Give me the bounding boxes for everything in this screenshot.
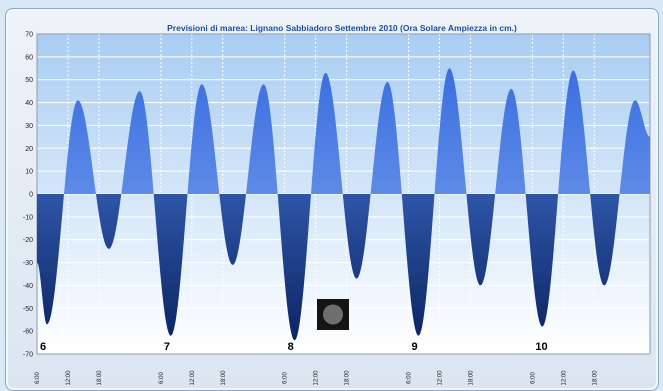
tide-area-negative bbox=[37, 194, 650, 341]
day-labels: 6 7 8 9 10 bbox=[40, 341, 548, 353]
x-tick-label: 18:00 bbox=[97, 370, 103, 386]
gray-circle-square-icon[interactable] bbox=[317, 299, 349, 330]
y-tick-label: 0 bbox=[29, 192, 33, 199]
y-tick-label: -10 bbox=[23, 214, 33, 221]
y-tick-label: -60 bbox=[23, 329, 33, 336]
y-tick-label: 40 bbox=[25, 100, 33, 107]
x-tick-label: 18:00 bbox=[468, 370, 474, 386]
day-label: 7 bbox=[164, 341, 170, 353]
x-tick-label: 6:00 bbox=[35, 372, 41, 384]
x-tick-label: 12:00 bbox=[66, 370, 72, 386]
x-axis: 6:00 12:00 18:00 6:00 12:00 18:00 6:00 12:00 18:… bbox=[35, 370, 598, 386]
y-tick-label: 50 bbox=[25, 77, 33, 84]
x-tick-label: 18:00 bbox=[345, 370, 351, 386]
y-tick-label: -50 bbox=[23, 306, 33, 313]
x-tick-label: 12:00 bbox=[190, 370, 196, 386]
tide-area-positive bbox=[37, 68, 650, 194]
x-tick-label: 6:00 bbox=[407, 372, 413, 384]
x-tick-label: 18:00 bbox=[592, 370, 598, 386]
y-tick-label: 70 bbox=[25, 32, 33, 39]
y-axis: -70 -60 -50 -40 -30 -20 -10 0 10 20 30 40 50 60 70 bbox=[23, 32, 33, 359]
x-tick-label: 12:00 bbox=[561, 370, 567, 386]
y-tick-label: -20 bbox=[23, 237, 33, 244]
day-label: 9 bbox=[412, 341, 418, 353]
y-tick-label: 10 bbox=[25, 169, 33, 176]
y-tick-label: -30 bbox=[23, 260, 33, 267]
x-tick-label: 18:00 bbox=[221, 370, 227, 386]
day-label: 8 bbox=[288, 341, 294, 353]
x-tick-label: 12:00 bbox=[314, 370, 320, 386]
x-tick-label: 6:00 bbox=[159, 372, 165, 384]
day-label: 10 bbox=[535, 341, 547, 353]
day-label: 6 bbox=[40, 341, 46, 353]
x-tick-label: 12:00 bbox=[437, 370, 443, 386]
x-tick-label: 6:00 bbox=[283, 372, 289, 384]
y-tick-label: 30 bbox=[25, 123, 33, 130]
y-tick-label: -40 bbox=[23, 283, 33, 290]
tide-series bbox=[37, 68, 650, 341]
y-tick-label: -70 bbox=[23, 352, 33, 359]
y-tick-label: 20 bbox=[25, 146, 33, 153]
x-tick-label: 6:00 bbox=[530, 372, 536, 384]
chart-title: Previsioni di marea: Lignano Sabbiadoro … bbox=[167, 23, 517, 33]
y-tick-label: 60 bbox=[25, 54, 33, 61]
